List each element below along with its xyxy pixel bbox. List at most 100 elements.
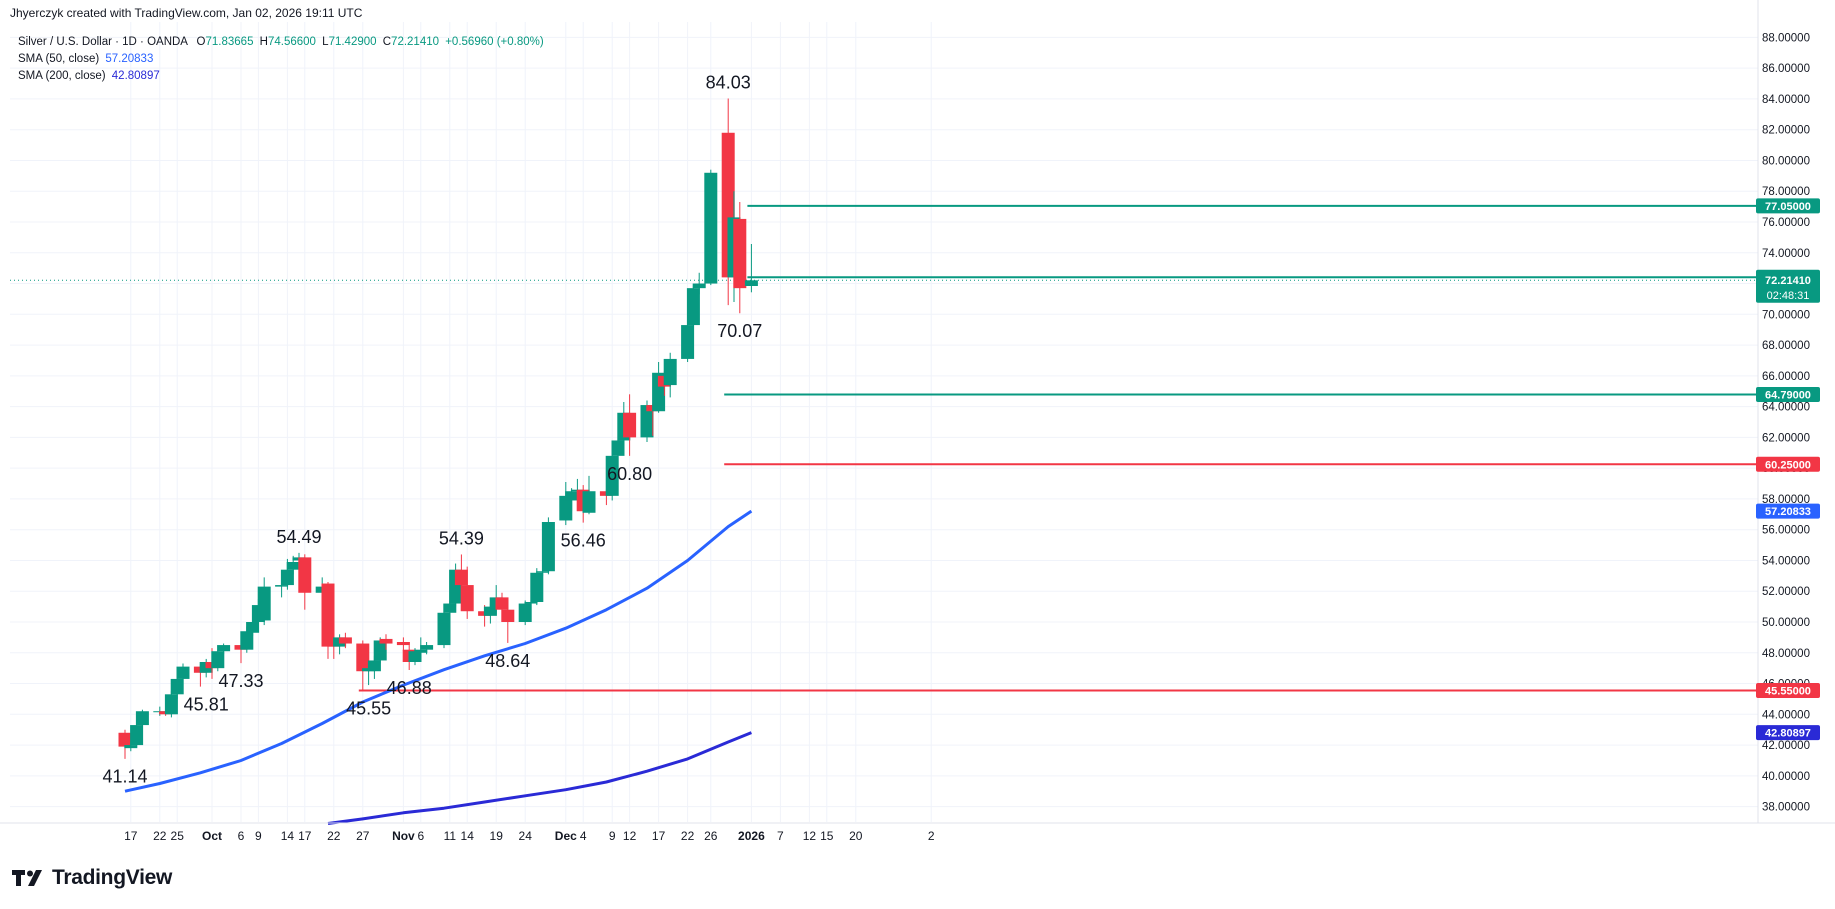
candle[interactable] bbox=[437, 611, 451, 649]
candle[interactable] bbox=[379, 634, 393, 650]
candle[interactable] bbox=[176, 663, 190, 682]
candle[interactable] bbox=[686, 286, 700, 330]
time-tick-label: 27 bbox=[356, 829, 370, 843]
price-tick-label: 52.00000 bbox=[1762, 586, 1810, 598]
candle[interactable] bbox=[582, 475, 596, 515]
candle[interactable] bbox=[518, 600, 532, 626]
price-annotation: 41.14 bbox=[102, 766, 147, 786]
candle[interactable] bbox=[501, 605, 515, 643]
candle[interactable] bbox=[530, 568, 544, 606]
candle-body bbox=[744, 280, 758, 286]
time-tick-label: 15 bbox=[820, 829, 834, 843]
candle[interactable] bbox=[356, 640, 370, 691]
price-annotation: 54.49 bbox=[276, 527, 321, 547]
price-annotation: 46.88 bbox=[387, 678, 432, 698]
candle[interactable] bbox=[396, 637, 410, 652]
candle[interactable] bbox=[454, 554, 468, 590]
candle[interactable] bbox=[733, 202, 747, 314]
candle-body bbox=[692, 283, 706, 289]
price-tick-label: 86.00000 bbox=[1762, 63, 1810, 75]
time-tick-label: 22 bbox=[681, 829, 695, 843]
candle-body bbox=[135, 711, 149, 726]
candle-body bbox=[501, 609, 515, 622]
chart-grid bbox=[10, 22, 1758, 822]
price-axis-tag: 77.05000 bbox=[1756, 198, 1820, 214]
price-tick-label: 76.00000 bbox=[1762, 217, 1810, 229]
candle[interactable] bbox=[744, 244, 758, 293]
legend-sma50-label[interactable]: SMA (50, close) bbox=[18, 53, 100, 65]
price-tick-label: 88.00000 bbox=[1762, 32, 1810, 44]
legend-symbol[interactable]: Silver / U.S. Dollar · 1D · OANDA bbox=[18, 36, 188, 48]
price-annotation: 54.39 bbox=[439, 528, 484, 548]
candle[interactable] bbox=[623, 394, 637, 456]
candle-body bbox=[541, 522, 555, 572]
sma50-line bbox=[124, 509, 753, 793]
price-tick-label: 78.00000 bbox=[1762, 186, 1810, 198]
candle[interactable] bbox=[663, 352, 677, 398]
candles-layer[interactable] bbox=[118, 98, 758, 759]
candle[interactable] bbox=[118, 729, 132, 759]
candle-body bbox=[565, 491, 579, 501]
legend-sma200-row[interactable]: SMA (200, close) 42.80897 bbox=[18, 68, 544, 85]
candle[interactable] bbox=[298, 554, 312, 610]
candle-body bbox=[275, 585, 289, 587]
candle-body bbox=[373, 640, 387, 661]
candle[interactable] bbox=[652, 362, 666, 413]
price-tick-label: 64.00000 bbox=[1762, 402, 1810, 414]
legend-high-value: 74.56600 bbox=[267, 36, 316, 48]
candle[interactable] bbox=[338, 632, 352, 649]
candle[interactable] bbox=[460, 566, 474, 619]
candle[interactable] bbox=[605, 449, 619, 501]
candle[interactable] bbox=[321, 582, 335, 659]
price-tick-label: 42.00000 bbox=[1762, 740, 1810, 752]
candle-body bbox=[704, 172, 718, 284]
candle[interactable] bbox=[217, 643, 231, 655]
candle-body bbox=[408, 651, 422, 662]
time-tick-label: 17 bbox=[298, 829, 312, 843]
candle[interactable] bbox=[135, 709, 149, 729]
candle-body bbox=[530, 572, 544, 602]
candle-body bbox=[518, 603, 532, 622]
candle[interactable] bbox=[164, 691, 178, 718]
candle[interactable] bbox=[681, 322, 695, 362]
time-tick-label: 17 bbox=[124, 829, 138, 843]
legend-sma200-label[interactable]: SMA (200, close) bbox=[18, 70, 106, 82]
candle[interactable] bbox=[170, 675, 184, 699]
candle[interactable] bbox=[692, 272, 706, 295]
candle[interactable] bbox=[565, 488, 579, 512]
price-axis-tag: 45.55000 bbox=[1756, 682, 1820, 698]
price-annotation: 47.33 bbox=[218, 671, 263, 691]
price-tick-label: 82.00000 bbox=[1762, 125, 1810, 137]
candle-body bbox=[686, 288, 700, 326]
candle[interactable] bbox=[611, 438, 625, 466]
time-tick-label: 22 bbox=[153, 829, 167, 843]
candle[interactable] bbox=[257, 577, 271, 626]
price-tick-label: 38.00000 bbox=[1762, 802, 1810, 814]
time-tick-label: 6 bbox=[238, 829, 245, 843]
price-tick-label: 62.00000 bbox=[1762, 432, 1810, 444]
candle-body bbox=[611, 440, 625, 456]
price-tag-background bbox=[1756, 682, 1820, 698]
candle[interactable] bbox=[333, 634, 347, 655]
time-axis[interactable]: 17 22 25 Oct 6 9 14 17 22 27 Nov 6 11 14 19 24 Dec 4 9 12 17… bbox=[0, 822, 1835, 843]
horizontal-lines-layer[interactable] bbox=[10, 204, 1758, 692]
candle[interactable] bbox=[541, 517, 555, 575]
candle-body bbox=[396, 642, 410, 646]
price-axis[interactable]: 38.0000040.0000042.0000044.0000046.00000… bbox=[1757, 0, 1810, 823]
candle[interactable] bbox=[211, 649, 225, 672]
tradingview-logo[interactable]: TradingView bbox=[12, 866, 172, 890]
legend-symbol-row[interactable]: Silver / U.S. Dollar · 1D · OANDA O71.83… bbox=[18, 34, 544, 51]
candle[interactable] bbox=[559, 482, 573, 526]
sma200-line bbox=[327, 731, 752, 825]
legend-sma50-row[interactable]: SMA (50, close) 57.20833 bbox=[18, 51, 544, 68]
time-tick-label: 25 bbox=[171, 829, 185, 843]
candle[interactable] bbox=[704, 169, 718, 286]
time-tick-label: 20 bbox=[849, 829, 863, 843]
time-tick-label: 7 bbox=[777, 829, 784, 843]
candle-body bbox=[367, 660, 381, 672]
price-tag-label: 77.05000 bbox=[1765, 201, 1811, 213]
candle[interactable] bbox=[420, 642, 434, 655]
candle-body bbox=[414, 649, 428, 653]
candle-body bbox=[437, 612, 451, 646]
